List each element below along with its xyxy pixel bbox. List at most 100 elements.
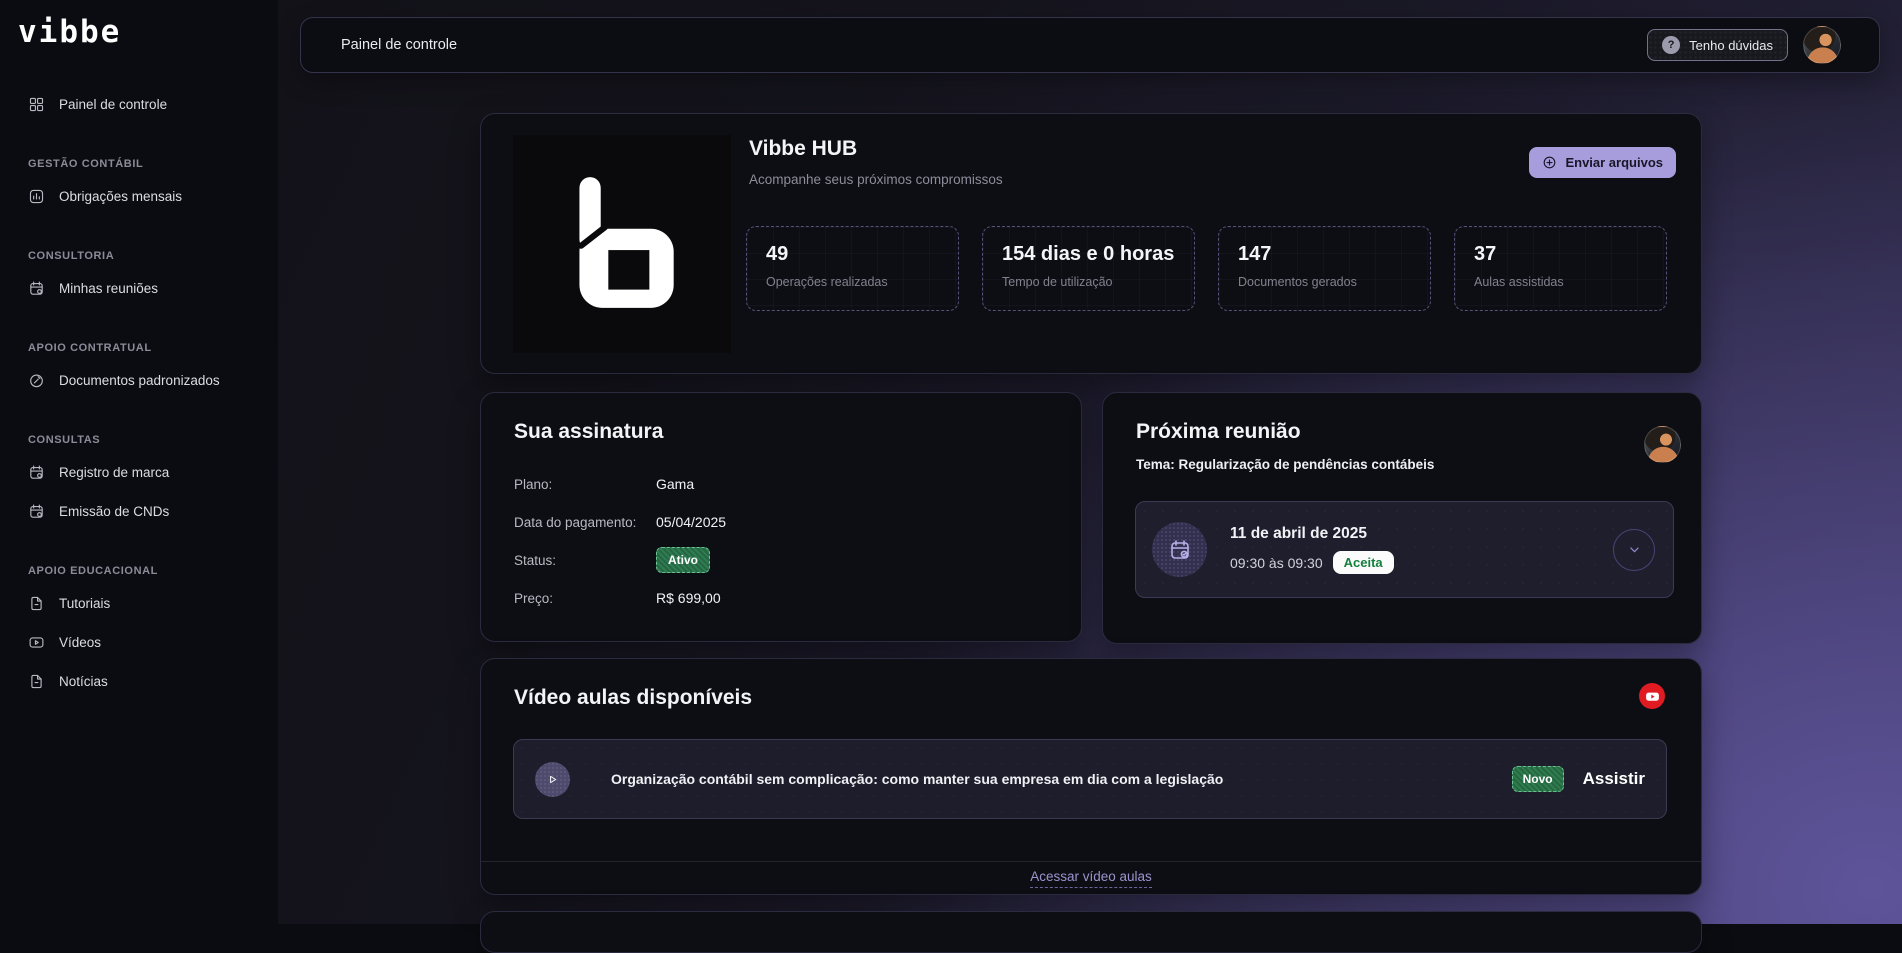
video-lessons-card: Vídeo aulas disponíveis Organização cont… — [480, 658, 1702, 895]
stat-label: Tempo de utilização — [1002, 275, 1113, 289]
meeting-time: 09:30 às 09:30 — [1230, 554, 1323, 571]
stat-operacoes-realizadas: 49 Operações realizadas — [746, 226, 959, 311]
sidebar-item-documentos-padronizados[interactable]: Documentos padronizados — [0, 370, 278, 390]
meeting-info: 11 de abril de 2025 09:30 às 09:30 Aceit… — [1230, 525, 1394, 574]
vibbe-logo: vibbe — [18, 14, 122, 50]
question-icon: ? — [1662, 36, 1681, 54]
hub-stats: 49 Operações realizadas 154 dias e 0 hor… — [746, 226, 1667, 311]
topbar-actions: ? Tenho dúvidas — [1647, 26, 1879, 64]
calendar-icon — [30, 465, 43, 479]
stat-value: 37 — [1474, 243, 1497, 265]
sidebar-item-label: Obrigações mensais — [59, 188, 183, 204]
youtube-icon — [1639, 683, 1665, 709]
main-area: Painel de controle ? Tenho dúvidas Vibbe… — [278, 0, 1902, 953]
sidebar-item-registro-de-marca[interactable]: Registro de marca — [0, 462, 278, 482]
subscription-row-preco: Preço: R$ 699,00 — [514, 579, 1051, 617]
stat-tempo-de-utilizacao: 154 dias e 0 horas Tempo de utilização — [982, 226, 1195, 311]
sidebar-item-painel-de-controle[interactable]: Painel de controle — [0, 94, 278, 114]
play-icon — [550, 775, 557, 783]
plus-circle-icon — [1544, 156, 1556, 169]
divider — [481, 861, 1701, 862]
subscription-row-plano: Plano: Gama — [514, 465, 1051, 503]
sidebar-group-consultas: CONSULTAS — [28, 434, 101, 446]
chevron-down-icon — [1629, 547, 1639, 553]
consultant-avatar — [1644, 426, 1681, 463]
stat-value: 154 dias e 0 horas — [1002, 243, 1175, 265]
video-item-title: Organização contábil sem complicação: co… — [611, 771, 1224, 787]
sidebar-item-label: Documentos padronizados — [59, 372, 220, 388]
row-label: Plano: — [514, 476, 553, 492]
video-list-item[interactable]: Organização contábil sem complicação: co… — [513, 739, 1667, 819]
help-button-label: Tenho dúvidas — [1689, 37, 1773, 53]
stat-value: 49 — [766, 243, 789, 265]
meeting-title: Próxima reunião — [1136, 420, 1301, 443]
row-value: 05/04/2025 — [656, 514, 727, 530]
bar-chart-icon — [29, 189, 44, 203]
subscription-card: Sua assinatura Plano: Gama Data do pagam… — [480, 392, 1082, 642]
access-video-lessons-link[interactable]: Acessar vídeo aulas — [1030, 869, 1152, 888]
stat-value: 147 — [1238, 243, 1272, 265]
row-label: Data do pagamento: — [514, 514, 637, 530]
document-icon — [31, 596, 42, 610]
subscription-title: Sua assinatura — [514, 420, 664, 443]
page-title: Painel de controle — [341, 37, 458, 53]
vibbe-hub-card: Vibbe HUB Acompanhe seus próximos compro… — [480, 113, 1702, 374]
next-section-card-edge — [480, 911, 1702, 953]
video-footer: Acessar vídeo aulas — [481, 862, 1701, 894]
video-lessons-title: Vídeo aulas disponíveis — [514, 686, 753, 709]
sidebar-item-minhas-reunioes[interactable]: Minhas reuniões — [0, 278, 278, 298]
row-value: Gama — [656, 476, 695, 492]
stat-label: Aulas assistidas — [1474, 275, 1564, 289]
sidebar-group-consultoria: CONSULTORIA — [28, 250, 115, 262]
stat-documentos-gerados: 147 Documentos gerados — [1218, 226, 1431, 311]
subscription-rows: Plano: Gama Data do pagamento: 05/04/202… — [514, 465, 1051, 617]
status-badge-ativo: Ativo — [656, 547, 710, 573]
next-meeting-card: Próxima reunião Tema: Regularização de p… — [1102, 392, 1702, 644]
sidebar-group-apoio-contratual: APOIO CONTRATUAL — [28, 342, 152, 354]
dashboard-grid-icon — [29, 97, 44, 111]
upload-files-button[interactable]: Enviar arquivos — [1529, 147, 1676, 178]
sidebar-item-tutoriais[interactable]: Tutoriais — [0, 593, 278, 613]
sidebar-group-apoio-educacional: APOIO EDUCACIONAL — [28, 565, 158, 577]
sidebar-item-videos[interactable]: Vídeos — [0, 632, 278, 652]
sidebar-item-label: Vídeos — [59, 634, 102, 650]
sidebar-item-label: Emissão de CNDs — [59, 503, 170, 519]
stat-label: Operações realizadas — [766, 275, 888, 289]
calendar-icon — [30, 504, 43, 518]
sidebar-item-obrigacoes-mensais[interactable]: Obrigações mensais — [0, 186, 278, 206]
new-badge: Novo — [1511, 766, 1564, 792]
expand-meeting-button[interactable] — [1613, 528, 1655, 571]
document-icon — [31, 674, 42, 688]
sidebar: vibbe Painel de controle GESTÃO CONTÁBIL… — [0, 0, 278, 924]
sidebar-item-label: Painel de controle — [59, 96, 168, 112]
sidebar-item-label: Registro de marca — [59, 464, 170, 480]
meeting-panel[interactable]: 11 de abril de 2025 09:30 às 09:30 Aceit… — [1135, 501, 1674, 598]
user-avatar[interactable] — [1803, 26, 1841, 64]
meeting-status-badge: Aceita — [1332, 551, 1394, 574]
edit-circle-icon — [30, 373, 43, 387]
sidebar-item-label: Minhas reuniões — [59, 280, 159, 296]
meeting-time-row: 09:30 às 09:30 Aceita — [1230, 551, 1394, 574]
meeting-theme: Tema: Regularização de pendências contáb… — [1136, 457, 1435, 472]
calendar-circle — [1152, 522, 1207, 577]
vibbe-b-logo-icon — [578, 177, 674, 308]
sidebar-item-noticias[interactable]: Notícias — [0, 671, 278, 691]
video-item-actions: Novo Assistir — [1511, 766, 1666, 792]
hub-subtitle: Acompanhe seus próximos compromissos — [749, 172, 1003, 187]
sidebar-item-label: Tutoriais — [59, 595, 111, 611]
help-button[interactable]: ? Tenho dúvidas — [1647, 29, 1788, 61]
sidebar-item-emissao-de-cnds[interactable]: Emissão de CNDs — [0, 501, 278, 521]
row-value: R$ 699,00 — [656, 590, 721, 606]
stat-aulas-assistidas: 37 Aulas assistidas — [1454, 226, 1667, 311]
upload-files-label: Enviar arquivos — [1565, 155, 1663, 170]
meeting-date: 11 de abril de 2025 — [1230, 525, 1368, 542]
vibbe-hub-logo — [513, 135, 731, 353]
stat-label: Documentos gerados — [1238, 275, 1357, 289]
row-label: Status: — [514, 552, 557, 568]
video-icon — [29, 636, 44, 648]
watch-button[interactable]: Assistir — [1582, 769, 1645, 788]
sidebar-group-gestao-contabil: GESTÃO CONTÁBIL — [28, 158, 144, 170]
play-button[interactable] — [535, 761, 570, 797]
row-label: Preço: — [514, 590, 554, 606]
subscription-row-data-pagamento: Data do pagamento: 05/04/2025 — [514, 503, 1051, 541]
